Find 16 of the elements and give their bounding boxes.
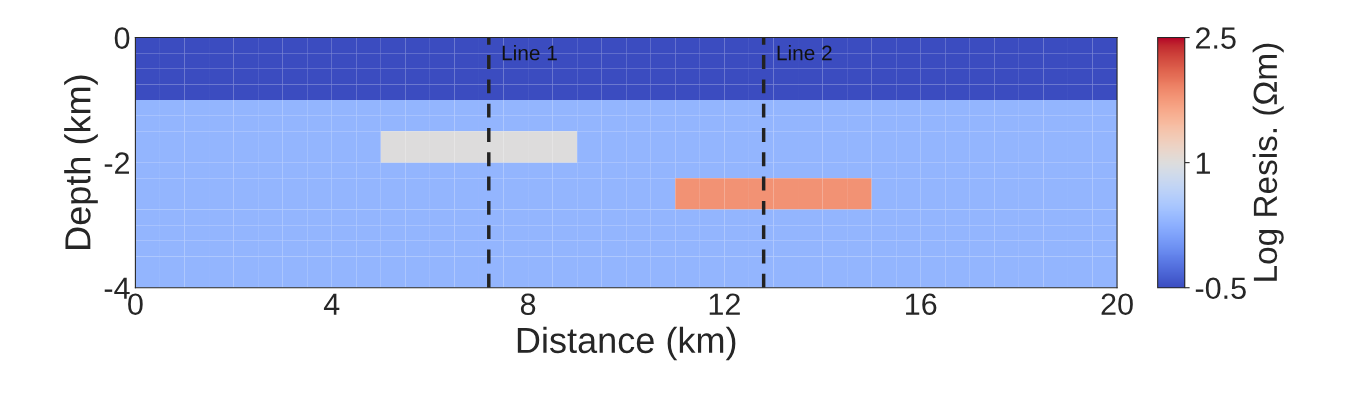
x-tick-label: 4 <box>323 293 340 315</box>
x-tick-label: 20 <box>1101 293 1133 316</box>
color-bar-label: -0.5 <box>1195 277 1246 300</box>
ref-line-label: Line 1 <box>502 45 557 61</box>
x-tick-label: 16 <box>906 293 937 316</box>
color-bar-label: 1 <box>1196 152 1210 174</box>
x-tick-label: 8 <box>520 293 536 316</box>
y-tick-label: 0 <box>114 27 130 49</box>
y-axis-title: Depth (km) <box>64 75 98 249</box>
ref-line-label: Line 2 <box>777 45 832 61</box>
x-tick-label: 12 <box>709 293 740 315</box>
x-axis-title: Distance (km) <box>517 326 736 361</box>
y-tick-label: -2 <box>104 152 130 174</box>
color-bar-title: Log Resis. (Ωm) <box>1252 43 1284 281</box>
y-tick-label: -4 <box>104 277 130 299</box>
color-bar-label: 2.5 <box>1196 27 1236 49</box>
